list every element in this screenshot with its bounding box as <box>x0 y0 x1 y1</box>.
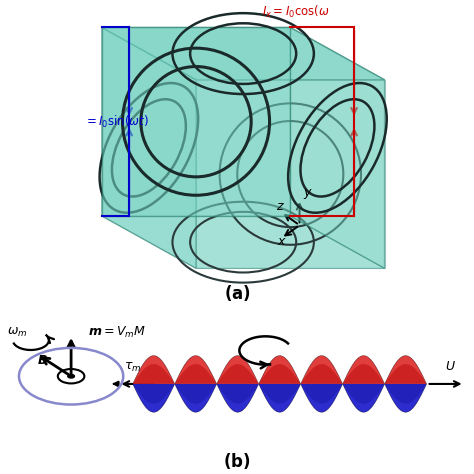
Text: $\omega_m$: $\omega_m$ <box>7 326 27 339</box>
Polygon shape <box>196 80 384 268</box>
Polygon shape <box>102 27 384 80</box>
Circle shape <box>68 374 74 378</box>
Text: $\boldsymbol{B}$: $\boldsymbol{B}$ <box>37 355 47 367</box>
Text: $x$: $x$ <box>277 235 287 248</box>
Text: $= I_0\sin(\omega t)$: $= I_0\sin(\omega t)$ <box>84 114 149 130</box>
Text: $\boldsymbol{m} = V_m M$: $\boldsymbol{m} = V_m M$ <box>88 325 146 340</box>
Text: $\mathbf{(a)}$: $\mathbf{(a)}$ <box>224 283 250 303</box>
Text: $z$: $z$ <box>276 200 285 212</box>
Polygon shape <box>102 216 384 268</box>
Text: $y$: $y$ <box>302 187 312 201</box>
Polygon shape <box>290 27 384 268</box>
Polygon shape <box>102 27 290 216</box>
Text: $U$: $U$ <box>445 360 456 373</box>
Polygon shape <box>102 27 196 268</box>
Text: $\mathbf{(b)}$: $\mathbf{(b)}$ <box>223 451 251 471</box>
Text: $I_x = I_0\cos(\omega$: $I_x = I_0\cos(\omega$ <box>262 4 329 20</box>
Text: $\tau_m$: $\tau_m$ <box>124 361 141 374</box>
